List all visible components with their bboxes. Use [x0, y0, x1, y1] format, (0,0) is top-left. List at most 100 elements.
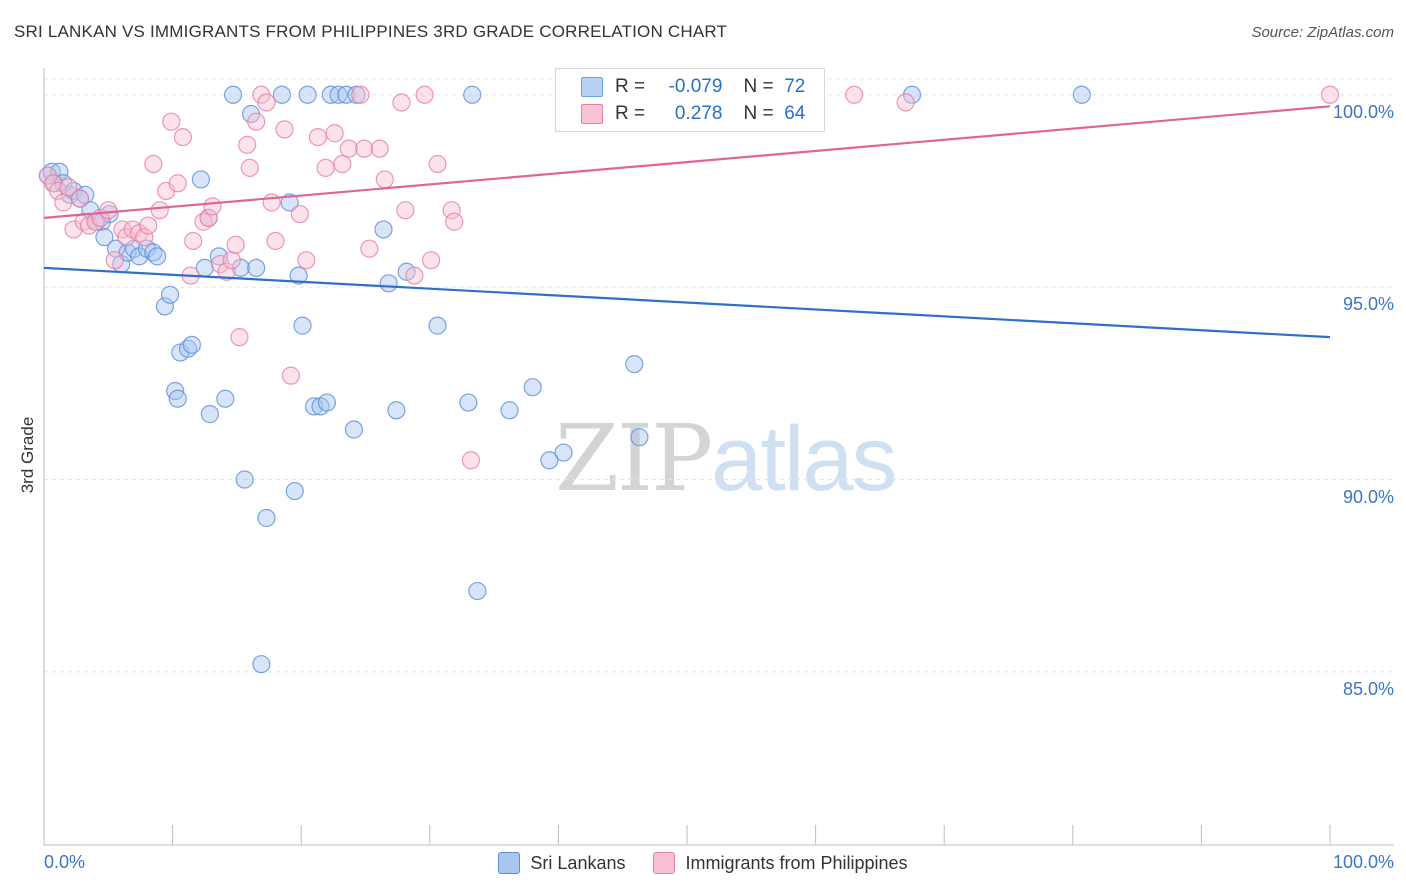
data-point-sri-lankans	[155, 297, 174, 316]
data-point-sri-lankans	[182, 335, 201, 354]
data-point-sri-lankans	[235, 470, 254, 489]
data-point-philippines	[375, 170, 394, 189]
r-label: R =	[615, 103, 646, 124]
data-point-sri-lankans	[374, 220, 393, 239]
data-point-sri-lankans	[329, 85, 348, 104]
data-point-philippines	[203, 197, 222, 216]
data-point-philippines	[247, 112, 266, 131]
data-point-philippines	[360, 239, 379, 258]
data-point-philippines	[59, 178, 78, 197]
stats-swatch-philippines	[581, 104, 603, 124]
data-point-sri-lankans	[216, 389, 235, 408]
data-point-philippines	[1320, 85, 1340, 104]
data-point-philippines	[275, 120, 294, 139]
data-point-sri-lankans	[459, 393, 478, 412]
watermark-atlas: atlas	[711, 408, 897, 510]
data-point-philippines	[442, 201, 461, 220]
chart-title: SRI LANKAN VS IMMIGRANTS FROM PHILIPPINE…	[14, 22, 728, 41]
data-point-sri-lankans	[554, 443, 573, 462]
data-point-sri-lankans	[344, 420, 364, 439]
data-point-philippines	[105, 251, 124, 270]
legend-item-philippines[interactable]: Immigrants from Philippines	[653, 852, 908, 874]
data-point-philippines	[173, 127, 192, 147]
data-point-philippines	[308, 127, 328, 147]
data-point-philippines	[54, 193, 73, 212]
data-point-sri-lankans	[289, 266, 308, 285]
data-point-philippines	[325, 124, 344, 143]
data-point-sri-lankans	[168, 389, 187, 408]
data-point-sri-lankans	[387, 401, 406, 420]
data-point-philippines	[896, 93, 915, 112]
y-tick-label: 95.0%	[1342, 294, 1394, 315]
legend-swatch-philippines	[653, 852, 676, 874]
data-point-philippines	[168, 174, 187, 193]
data-point-sri-lankans	[160, 285, 180, 304]
data-point-philippines	[217, 262, 236, 281]
data-point-sri-lankans	[280, 193, 299, 212]
data-point-philippines	[351, 85, 370, 104]
data-point-philippines	[144, 154, 163, 174]
trend-line-philippines	[43, 105, 1331, 219]
r-value: 0.278	[674, 103, 723, 124]
data-point-philippines	[99, 201, 118, 220]
data-point-philippines	[445, 212, 464, 231]
data-point-philippines	[355, 139, 374, 158]
data-point-philippines	[281, 366, 301, 385]
data-point-philippines	[257, 93, 276, 112]
data-point-philippines	[222, 251, 241, 270]
data-point-sri-lankans	[463, 85, 482, 104]
data-point-sri-lankans	[252, 655, 271, 674]
data-point-philippines	[135, 228, 154, 247]
stats-row-philippines: R = 0.278 N = 64	[581, 101, 805, 127]
data-point-philippines	[70, 189, 90, 208]
n-label: N =	[743, 103, 774, 124]
y-tick-label: 100.0%	[1332, 101, 1394, 122]
stats-swatch-sri-lankans	[581, 77, 603, 97]
data-point-sri-lankans	[540, 451, 559, 470]
trend-line-sri-lankans	[43, 266, 1331, 339]
data-point-philippines	[290, 204, 310, 224]
data-point-sri-lankans	[50, 162, 69, 181]
data-point-sri-lankans	[247, 258, 266, 278]
data-point-philippines	[333, 154, 352, 174]
data-point-sri-lankans	[223, 85, 243, 104]
data-point-philippines	[845, 85, 864, 104]
r-label: R =	[615, 76, 646, 97]
legend-item-sri-lankans[interactable]: Sri Lankans	[498, 852, 625, 874]
data-point-sri-lankans	[379, 274, 398, 293]
data-point-philippines	[421, 251, 441, 270]
data-point-sri-lankans	[523, 378, 542, 397]
legend-label-sri-lankans: Sri Lankans	[530, 852, 626, 873]
data-point-philippines	[370, 139, 389, 158]
data-point-philippines	[226, 235, 245, 254]
data-point-sri-lankans	[95, 228, 114, 247]
data-point-philippines	[150, 201, 169, 220]
data-point-philippines	[230, 328, 249, 347]
data-point-sri-lankans	[630, 428, 649, 447]
n-value: 72	[784, 76, 806, 97]
chart-source: Source: ZipAtlas.com	[1251, 24, 1394, 41]
stats-legend: R = -0.079 N = 72 R = 0.278 N = 64	[555, 68, 825, 132]
data-point-philippines	[396, 201, 415, 220]
data-point-philippines	[415, 85, 434, 104]
data-point-sri-lankans	[428, 316, 447, 335]
x-tick-label: 100.0%	[1332, 852, 1394, 872]
data-point-philippines	[316, 158, 335, 177]
r-value: -0.079	[668, 76, 723, 97]
watermark: ZIPatlas	[555, 405, 898, 512]
data-point-philippines	[162, 112, 181, 131]
legend-swatch-sri-lankans	[498, 852, 521, 874]
data-point-sri-lankans	[500, 401, 519, 420]
data-point-sri-lankans	[272, 85, 292, 104]
stats-row-sri-lankans: R = -0.079 N = 72	[581, 74, 805, 100]
data-point-sri-lankans	[200, 405, 219, 424]
n-label: N =	[743, 76, 774, 97]
data-point-sri-lankans	[317, 393, 337, 412]
data-point-philippines	[139, 216, 158, 235]
data-point-sri-lankans	[148, 247, 167, 266]
data-point-philippines	[199, 208, 218, 227]
data-point-sri-lankans	[1072, 85, 1091, 104]
watermark-zip: ZIP	[555, 405, 713, 512]
data-point-philippines	[461, 451, 481, 470]
